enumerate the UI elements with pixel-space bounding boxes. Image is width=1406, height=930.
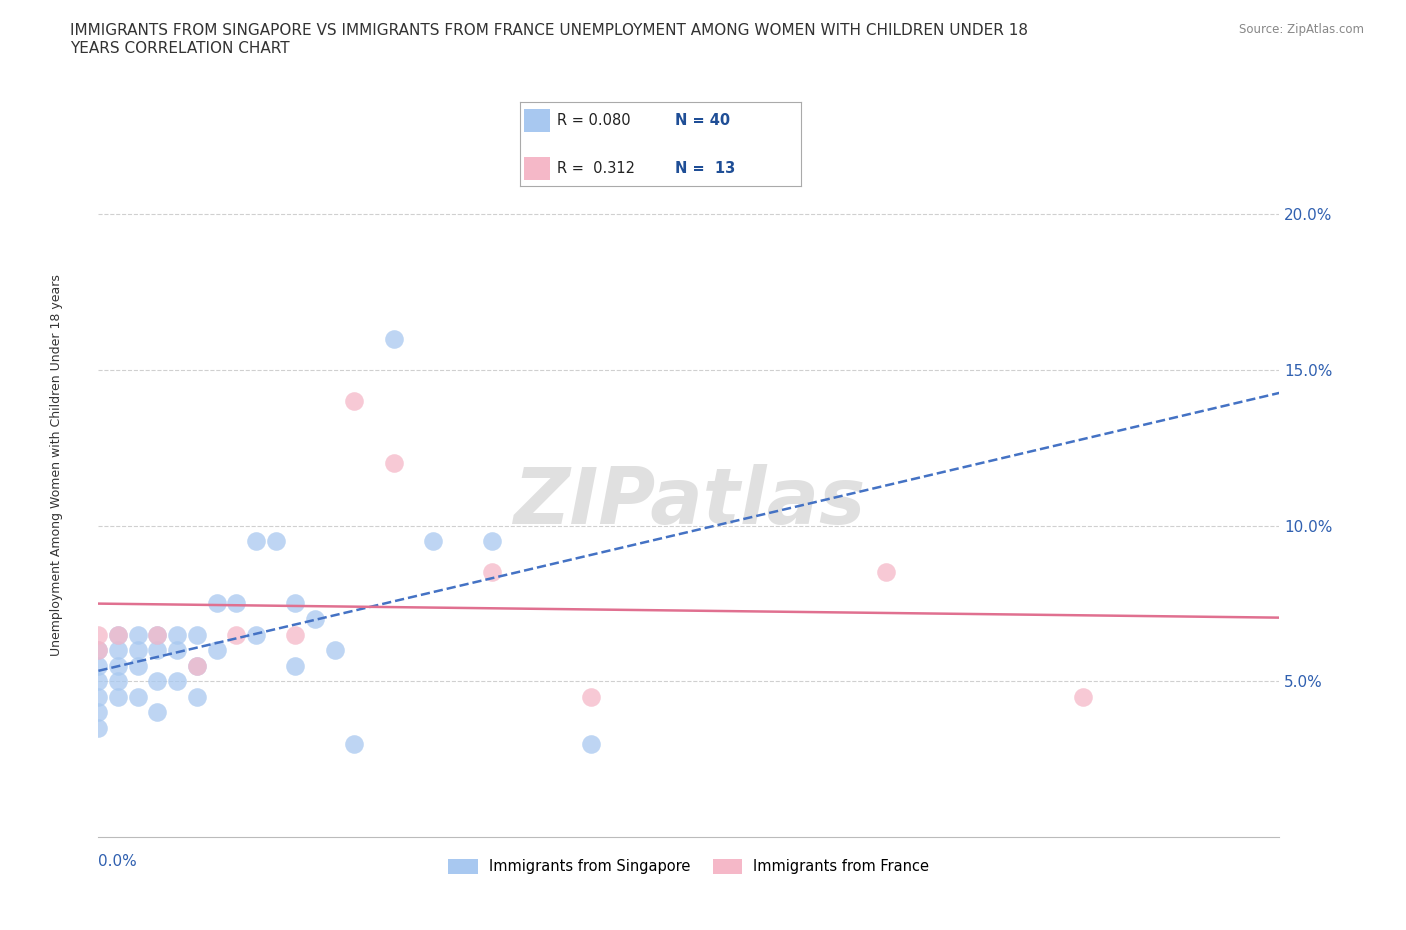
Point	[284, 658, 307, 673]
Point	[186, 627, 208, 642]
Point	[1071, 689, 1094, 704]
Point	[382, 456, 405, 471]
Text: R = 0.080: R = 0.080	[557, 113, 630, 127]
Point	[264, 534, 287, 549]
Point	[166, 643, 188, 658]
Point	[87, 674, 110, 689]
Point	[87, 643, 110, 658]
Point	[166, 674, 188, 689]
Point	[166, 627, 188, 642]
Point	[146, 705, 169, 720]
Text: R =  0.312: R = 0.312	[557, 161, 634, 176]
Point	[107, 674, 129, 689]
Point	[87, 689, 110, 704]
Point	[87, 627, 110, 642]
Point	[225, 627, 247, 642]
Point	[127, 658, 149, 673]
Point	[186, 658, 208, 673]
Point	[146, 627, 169, 642]
Point	[107, 658, 129, 673]
Legend: Immigrants from Singapore, Immigrants from France: Immigrants from Singapore, Immigrants fr…	[443, 853, 935, 880]
Point	[323, 643, 346, 658]
Point	[343, 737, 366, 751]
FancyBboxPatch shape	[524, 109, 550, 131]
Point	[107, 627, 129, 642]
Point	[87, 721, 110, 736]
Point	[146, 643, 169, 658]
Text: 0.0%: 0.0%	[98, 854, 138, 869]
Point	[87, 643, 110, 658]
Point	[382, 331, 405, 346]
Point	[284, 627, 307, 642]
Point	[245, 627, 267, 642]
Text: IMMIGRANTS FROM SINGAPORE VS IMMIGRANTS FROM FRANCE UNEMPLOYMENT AMONG WOMEN WIT: IMMIGRANTS FROM SINGAPORE VS IMMIGRANTS …	[70, 23, 1028, 56]
FancyBboxPatch shape	[524, 156, 550, 179]
Point	[107, 689, 129, 704]
Point	[422, 534, 444, 549]
Point	[127, 689, 149, 704]
Text: ZIPatlas: ZIPatlas	[513, 464, 865, 540]
Point	[225, 596, 247, 611]
Point	[127, 627, 149, 642]
Point	[87, 658, 110, 673]
Point	[481, 534, 503, 549]
Point	[245, 534, 267, 549]
Point	[343, 393, 366, 408]
Point	[186, 658, 208, 673]
Point	[284, 596, 307, 611]
Text: N = 40: N = 40	[675, 113, 730, 127]
Text: Unemployment Among Women with Children Under 18 years: Unemployment Among Women with Children U…	[49, 274, 63, 656]
Point	[875, 565, 897, 579]
Point	[107, 643, 129, 658]
Point	[304, 612, 326, 627]
Point	[146, 627, 169, 642]
Point	[127, 643, 149, 658]
Point	[87, 705, 110, 720]
Point	[205, 643, 228, 658]
Point	[186, 689, 208, 704]
Text: N =  13: N = 13	[675, 161, 735, 176]
Point	[205, 596, 228, 611]
Point	[146, 674, 169, 689]
Point	[107, 627, 129, 642]
Point	[481, 565, 503, 579]
Text: Source: ZipAtlas.com: Source: ZipAtlas.com	[1239, 23, 1364, 36]
Point	[579, 689, 602, 704]
Point	[579, 737, 602, 751]
